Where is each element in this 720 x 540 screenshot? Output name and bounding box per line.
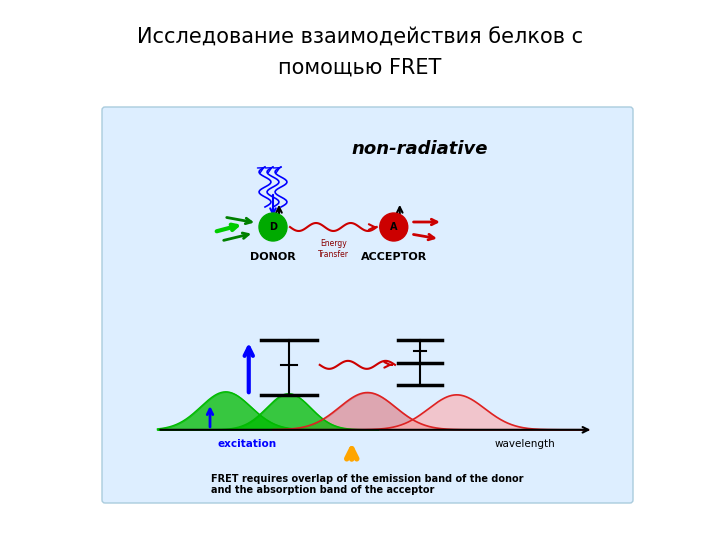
Text: Energy
Transfer: Energy Transfer <box>318 239 349 259</box>
Text: ACCEPTOR: ACCEPTOR <box>361 252 427 262</box>
Text: non-radiative: non-radiative <box>352 140 488 158</box>
Text: A: A <box>390 222 397 232</box>
Text: FRET requires overlap of the emission band of the donor
and the absorption band : FRET requires overlap of the emission ba… <box>211 474 523 495</box>
Text: помощью FRET: помощью FRET <box>279 58 441 78</box>
Text: excitation: excitation <box>217 439 276 449</box>
Circle shape <box>379 213 408 241</box>
Text: DONOR: DONOR <box>250 252 296 262</box>
Text: D: D <box>269 222 277 232</box>
Text: Исследование взаимодействия белков с: Исследование взаимодействия белков с <box>137 28 583 48</box>
Text: wavelength: wavelength <box>495 439 555 449</box>
FancyBboxPatch shape <box>102 107 633 503</box>
Circle shape <box>259 213 287 241</box>
